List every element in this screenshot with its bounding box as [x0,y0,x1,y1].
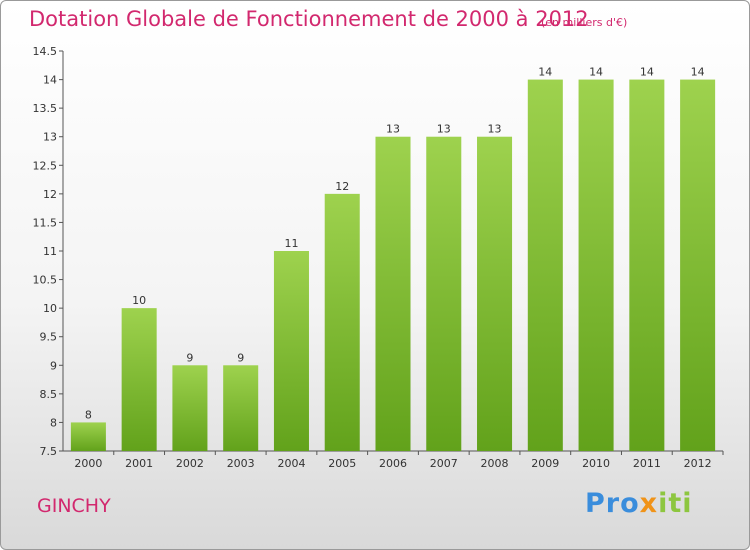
x-tick-label: 2007 [430,457,458,470]
data-label: 14 [691,66,705,79]
bar-2012 [680,79,716,452]
x-tick-label: 2004 [277,457,305,470]
proxiti-logo: Proxiti [585,488,693,519]
bar-2003 [223,365,259,451]
bar-2007 [426,136,462,451]
bar-2002 [172,365,208,451]
x-tick-label: 2012 [684,457,712,470]
bar-2011 [629,79,665,452]
x-tick-label: 2006 [379,457,407,470]
data-label: 14 [589,66,603,79]
x-tick-label: 2003 [227,457,255,470]
data-label: 14 [640,66,654,79]
y-tick-label: 9.5 [40,331,58,344]
y-tick-label: 10 [43,302,57,315]
x-tick-label: 2011 [633,457,661,470]
x-tick-label: 2009 [531,457,559,470]
y-tick-label: 14 [43,74,57,87]
commune-name: GINCHY [37,495,111,517]
bar-2006 [375,136,411,451]
y-tick-label: 12.5 [33,159,58,172]
data-label: 13 [437,123,451,136]
y-tick-label: 12 [43,188,57,201]
data-label: 9 [186,351,193,364]
data-label: 8 [85,408,92,421]
data-label: 14 [538,66,552,79]
x-tick-label: 2010 [582,457,610,470]
y-tick-label: 14.5 [33,45,58,58]
data-label: 11 [284,237,298,250]
bar-2005 [324,193,360,451]
chart-subtitle: (en milliers d'€) [541,16,628,29]
bar-2004 [273,251,309,451]
y-tick-label: 11 [43,245,57,258]
x-tick-label: 2000 [74,457,102,470]
y-tick-label: 7.5 [40,445,58,458]
y-tick-label: 9 [50,359,57,372]
y-tick-label: 13.5 [33,102,58,115]
bar-2000 [70,422,106,451]
data-label: 12 [335,180,349,193]
y-tick-label: 8.5 [40,388,58,401]
data-label: 10 [132,294,146,307]
y-tick-label: 8 [50,416,57,429]
x-tick-label: 2002 [176,457,204,470]
x-tick-label: 2005 [328,457,356,470]
y-tick-label: 10.5 [33,274,58,287]
y-tick-label: 11.5 [33,216,58,229]
chart-title: Dotation Globale de Fonctionnement de 20… [29,7,589,31]
data-label: 13 [386,123,400,136]
data-label: 9 [237,351,244,364]
bar-2009 [527,79,563,452]
bar-2010 [578,79,614,452]
data-label: 13 [488,123,502,136]
bar-2001 [121,308,157,451]
bar-2008 [477,136,513,451]
y-tick-label: 13 [43,131,57,144]
x-tick-label: 2008 [481,457,509,470]
x-tick-label: 2001 [125,457,153,470]
